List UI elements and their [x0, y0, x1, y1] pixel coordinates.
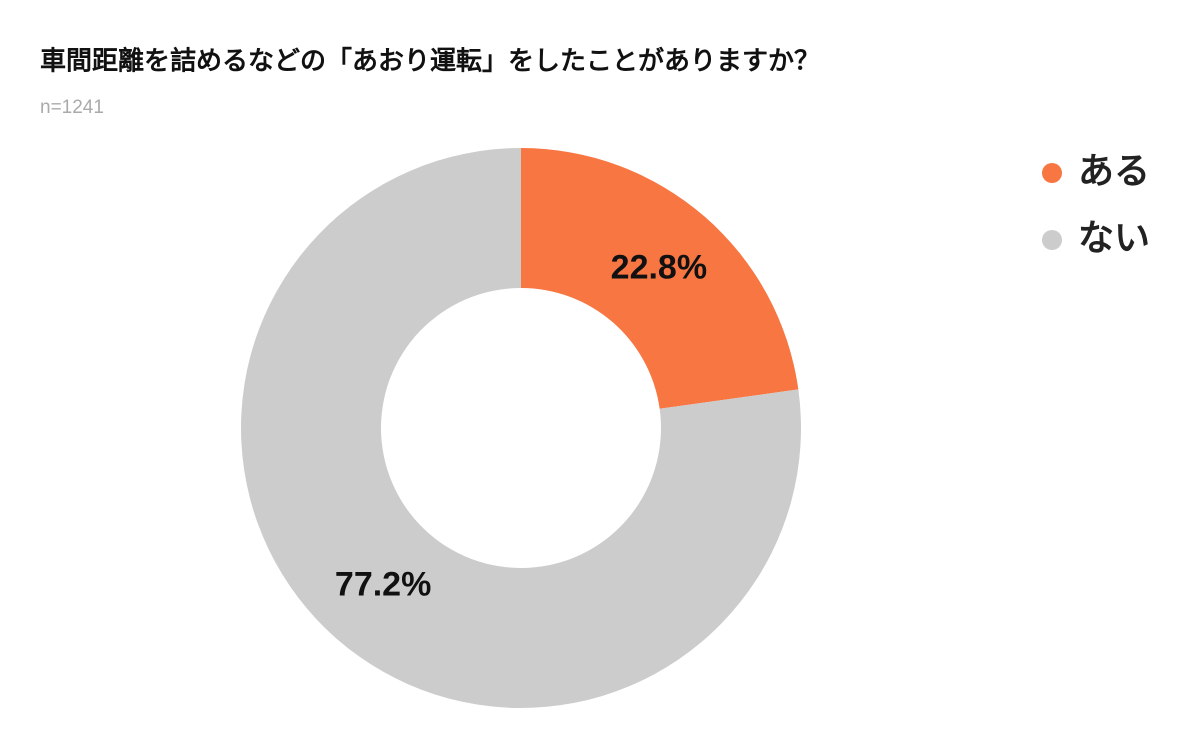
chart-title: 車間距離を詰めるなどの「あおり運転」をしたことがありますか？	[40, 46, 820, 77]
legend-marker	[1042, 230, 1062, 250]
donut-slice	[241, 148, 802, 708]
value-label: 77.2%	[335, 565, 431, 603]
legend-label: ない	[1078, 218, 1150, 259]
donut-slice	[521, 148, 799, 409]
chart-subtitle: n=1241	[40, 97, 104, 118]
value-label: 22.8%	[611, 249, 707, 287]
legend-label: ある	[1078, 151, 1150, 192]
legend-marker	[1042, 163, 1062, 183]
